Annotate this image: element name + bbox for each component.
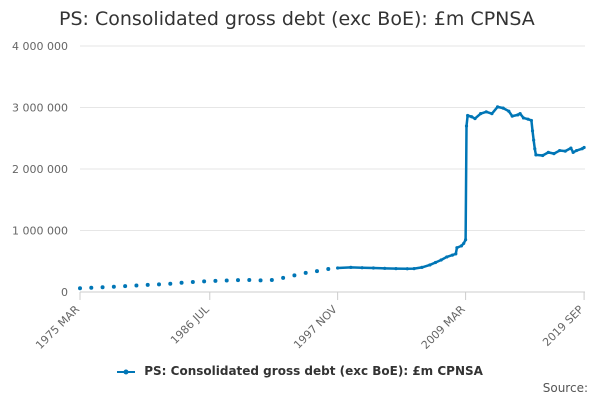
y-tick-label: 1 000 000 bbox=[12, 225, 68, 238]
data-point bbox=[574, 148, 579, 153]
x-tick-label: 2009 MAR bbox=[419, 303, 468, 352]
data-point bbox=[405, 267, 409, 271]
data-point bbox=[571, 150, 575, 154]
data-point bbox=[466, 113, 470, 118]
data-point bbox=[459, 244, 464, 248]
legend-line-marker-icon bbox=[117, 369, 136, 374]
data-point bbox=[412, 267, 416, 271]
data-point bbox=[534, 153, 538, 157]
x-tick-label: 1997 NOV bbox=[291, 303, 340, 352]
legend-label: PS: Consolidated gross debt (exc BoE): £… bbox=[144, 364, 483, 378]
data-point bbox=[454, 252, 458, 256]
data-point bbox=[473, 116, 477, 121]
x-tick-label: 2019 SEP bbox=[540, 303, 586, 349]
data-point bbox=[552, 152, 556, 156]
data-point bbox=[455, 246, 459, 250]
data-point bbox=[518, 112, 522, 116]
data-point bbox=[507, 109, 511, 113]
data-point bbox=[529, 118, 533, 123]
data-point bbox=[464, 238, 468, 242]
data-point bbox=[258, 278, 263, 283]
data-point bbox=[100, 285, 105, 290]
data-point bbox=[336, 266, 340, 270]
data-point bbox=[202, 279, 207, 284]
data-point bbox=[501, 106, 505, 110]
data-point bbox=[360, 266, 364, 270]
data-point bbox=[303, 270, 308, 275]
y-tick-label: 0 bbox=[61, 286, 68, 299]
data-point bbox=[247, 278, 252, 283]
data-point bbox=[123, 284, 128, 289]
data-point bbox=[495, 105, 500, 109]
data-point bbox=[532, 138, 536, 142]
data-point bbox=[526, 117, 530, 121]
data-point bbox=[134, 283, 139, 288]
data-point bbox=[558, 148, 562, 153]
data-point bbox=[450, 253, 455, 257]
data-point bbox=[484, 110, 488, 114]
data-point bbox=[179, 280, 184, 285]
chart-title: PS: Consolidated gross debt (exc BoE): £… bbox=[59, 8, 535, 30]
data-point bbox=[445, 255, 449, 259]
data-point bbox=[383, 266, 387, 270]
data-point bbox=[326, 266, 331, 271]
data-point bbox=[521, 116, 526, 120]
legend[interactable]: PS: Consolidated gross debt (exc BoE): £… bbox=[0, 364, 600, 378]
data-point bbox=[428, 263, 432, 267]
data-point bbox=[371, 266, 376, 270]
data-point bbox=[213, 278, 218, 283]
y-tick-label: 3 000 000 bbox=[12, 102, 68, 115]
data-point bbox=[349, 265, 353, 269]
data-point bbox=[314, 269, 319, 274]
data-point bbox=[190, 280, 195, 285]
data-point bbox=[546, 150, 550, 154]
data-point bbox=[490, 112, 494, 116]
data-point bbox=[533, 147, 537, 151]
data-point bbox=[156, 282, 161, 287]
data-point bbox=[462, 241, 466, 246]
data-point bbox=[420, 265, 424, 269]
data-point bbox=[582, 145, 586, 150]
data-point bbox=[464, 124, 469, 128]
data-point bbox=[439, 258, 443, 262]
data-point bbox=[235, 278, 240, 283]
data-point bbox=[569, 146, 573, 150]
data-point bbox=[510, 114, 514, 118]
data-point bbox=[433, 260, 438, 265]
data-point bbox=[530, 129, 535, 133]
data-point bbox=[269, 278, 274, 283]
data-point bbox=[292, 273, 297, 278]
x-tick-label: 1986 JUL bbox=[168, 302, 212, 346]
data-point bbox=[394, 267, 398, 271]
data-point bbox=[111, 284, 116, 289]
data-point bbox=[224, 278, 229, 283]
data-point bbox=[469, 115, 474, 119]
x-tick-label: 1975 MAR bbox=[33, 303, 82, 352]
data-point bbox=[281, 275, 286, 280]
data-point bbox=[78, 286, 82, 291]
data-point bbox=[89, 285, 94, 290]
data-point bbox=[541, 153, 545, 158]
y-tick-label: 4 000 000 bbox=[12, 40, 68, 53]
data-point bbox=[479, 112, 483, 116]
data-point bbox=[563, 149, 567, 153]
source-label: Source: bbox=[542, 381, 588, 395]
data-point bbox=[168, 281, 173, 286]
y-tick-label: 2 000 000 bbox=[12, 163, 68, 176]
data-point bbox=[145, 282, 150, 287]
